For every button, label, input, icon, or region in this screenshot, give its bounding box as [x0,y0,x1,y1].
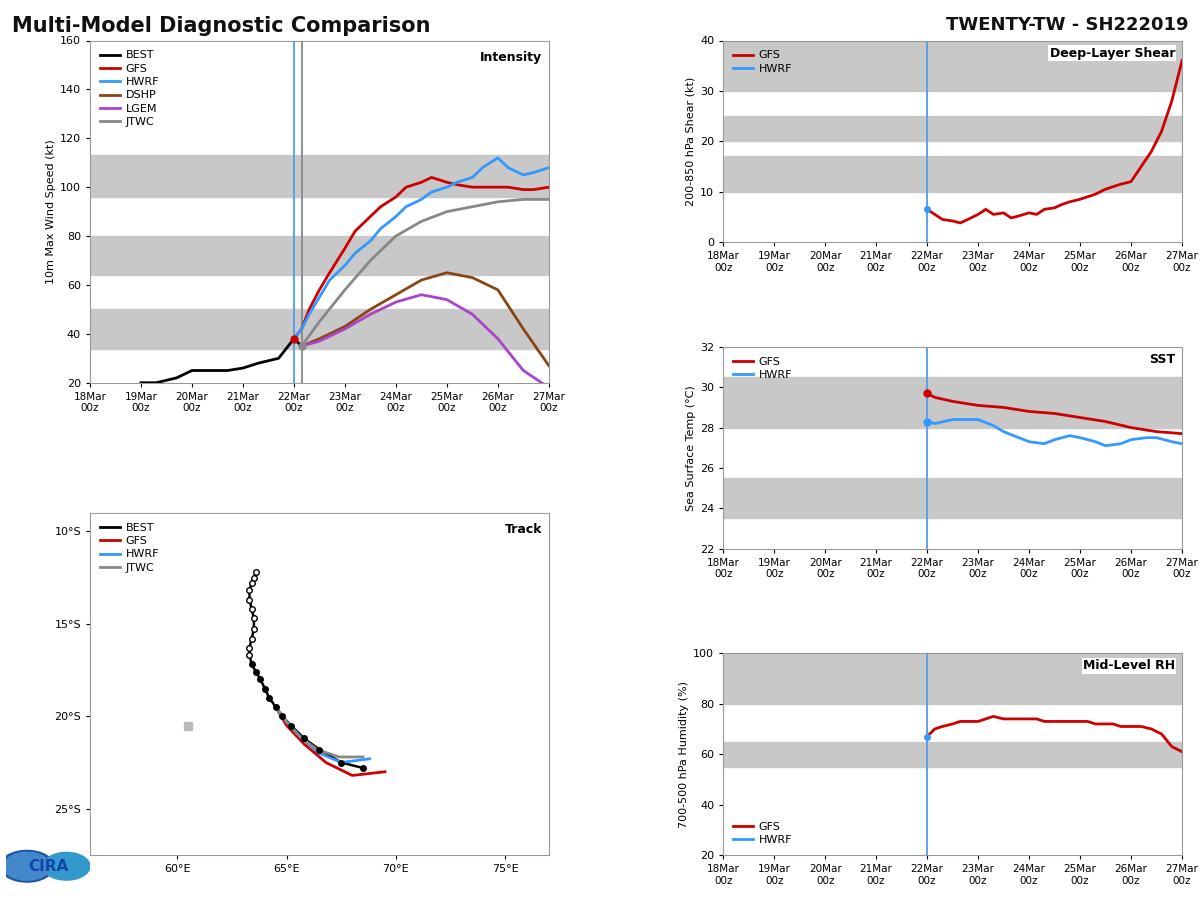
Bar [724,40,1182,91]
Y-axis label: 700-500 hPa Humidity (%): 700-500 hPa Humidity (%) [679,680,689,828]
Circle shape [43,852,90,880]
Legend: GFS, HWRF: GFS, HWRF [728,46,797,78]
Bar [724,742,1182,767]
Bar [724,116,1182,141]
Text: Multi-Model Diagnostic Comparison: Multi-Model Diagnostic Comparison [12,16,431,36]
Text: Track: Track [504,523,542,536]
Circle shape [4,852,50,880]
Bar [724,157,1182,192]
Text: Deep-Layer Shear: Deep-Layer Shear [1050,47,1175,59]
Bar [724,377,1182,427]
Legend: BEST, GFS, HWRF, JTWC: BEST, GFS, HWRF, JTWC [96,518,163,577]
Text: Intensity: Intensity [480,50,542,64]
Legend: GFS, HWRF: GFS, HWRF [728,353,797,384]
Legend: BEST, GFS, HWRF, DSHP, LGEM, JTWC: BEST, GFS, HWRF, DSHP, LGEM, JTWC [96,46,163,131]
Bar [90,236,548,275]
Y-axis label: 200-850 hPa Shear (kt): 200-850 hPa Shear (kt) [686,76,696,206]
Bar [724,478,1182,518]
Y-axis label: Sea Surface Temp (°C): Sea Surface Temp (°C) [685,385,696,510]
Y-axis label: 10m Max Wind Speed (kt): 10m Max Wind Speed (kt) [46,140,55,284]
Bar [90,310,548,348]
Text: CIRA: CIRA [28,859,68,874]
Text: Mid-Level RH: Mid-Level RH [1082,660,1175,672]
Bar [90,156,548,197]
Circle shape [0,850,54,882]
Bar [724,653,1182,704]
Text: SST: SST [1148,353,1175,366]
Text: TWENTY-TW - SH222019: TWENTY-TW - SH222019 [946,16,1188,34]
Legend: GFS, HWRF: GFS, HWRF [728,817,797,850]
